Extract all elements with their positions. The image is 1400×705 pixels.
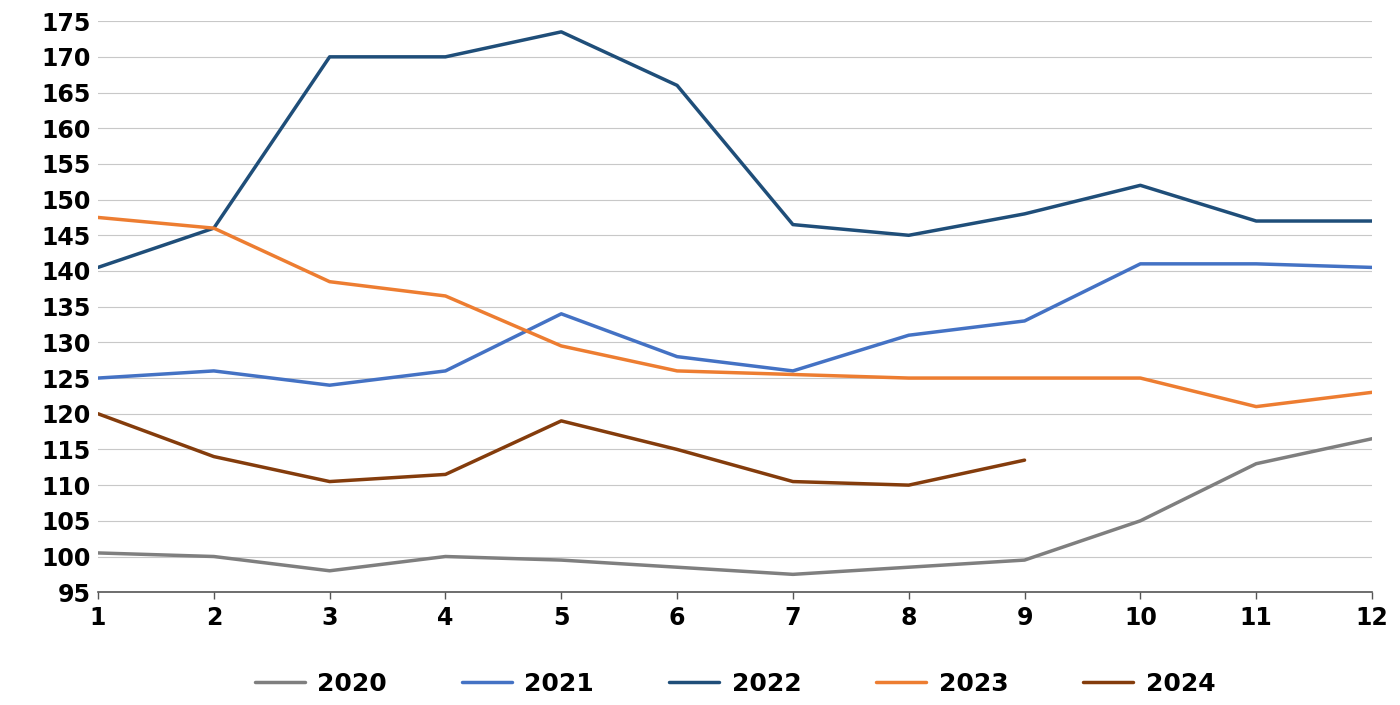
2023 <box>784 370 801 379</box>
2023 <box>1016 374 1033 382</box>
2022 <box>1133 181 1149 190</box>
2023 <box>437 292 454 300</box>
2020 <box>321 567 337 575</box>
2023 <box>90 213 106 221</box>
2020 <box>1247 460 1264 468</box>
Line: 2022: 2022 <box>98 32 1372 267</box>
2024 <box>321 477 337 486</box>
2021 <box>1016 317 1033 325</box>
2020 <box>90 548 106 557</box>
2022 <box>1364 216 1380 225</box>
2021 <box>90 374 106 382</box>
2020 <box>669 563 686 572</box>
2020 <box>1133 517 1149 525</box>
2023 <box>1364 388 1380 396</box>
2023 <box>321 278 337 286</box>
2021 <box>1364 263 1380 271</box>
2023 <box>669 367 686 375</box>
2021 <box>553 309 570 318</box>
2022 <box>437 53 454 61</box>
2022 <box>1247 216 1264 225</box>
2023 <box>1247 403 1264 411</box>
2021 <box>900 331 917 339</box>
Line: 2021: 2021 <box>98 264 1372 385</box>
2022 <box>669 81 686 90</box>
2023 <box>553 342 570 350</box>
2022 <box>90 263 106 271</box>
Line: 2020: 2020 <box>98 439 1372 575</box>
2021 <box>784 367 801 375</box>
2022 <box>1016 209 1033 218</box>
2024 <box>669 445 686 453</box>
2020 <box>1364 434 1380 443</box>
2024 <box>437 470 454 479</box>
2024 <box>90 410 106 418</box>
Line: 2023: 2023 <box>98 217 1372 407</box>
Legend: 2020, 2021, 2022, 2023, 2024: 2020, 2021, 2022, 2023, 2024 <box>245 662 1225 705</box>
2022 <box>553 27 570 36</box>
2023 <box>1133 374 1149 382</box>
Line: 2024: 2024 <box>98 414 1025 485</box>
2022 <box>321 53 337 61</box>
2020 <box>1016 556 1033 564</box>
2020 <box>206 552 223 560</box>
2021 <box>1133 259 1149 268</box>
2024 <box>553 417 570 425</box>
2023 <box>206 224 223 233</box>
2022 <box>206 224 223 233</box>
2021 <box>206 367 223 375</box>
2021 <box>437 367 454 375</box>
2021 <box>669 352 686 361</box>
2021 <box>1247 259 1264 268</box>
2020 <box>553 556 570 564</box>
2022 <box>900 231 917 240</box>
2020 <box>437 552 454 560</box>
2024 <box>206 453 223 461</box>
2023 <box>900 374 917 382</box>
2024 <box>784 477 801 486</box>
2020 <box>900 563 917 572</box>
2022 <box>784 221 801 229</box>
2021 <box>321 381 337 389</box>
2024 <box>900 481 917 489</box>
2020 <box>784 570 801 579</box>
2024 <box>1016 456 1033 465</box>
